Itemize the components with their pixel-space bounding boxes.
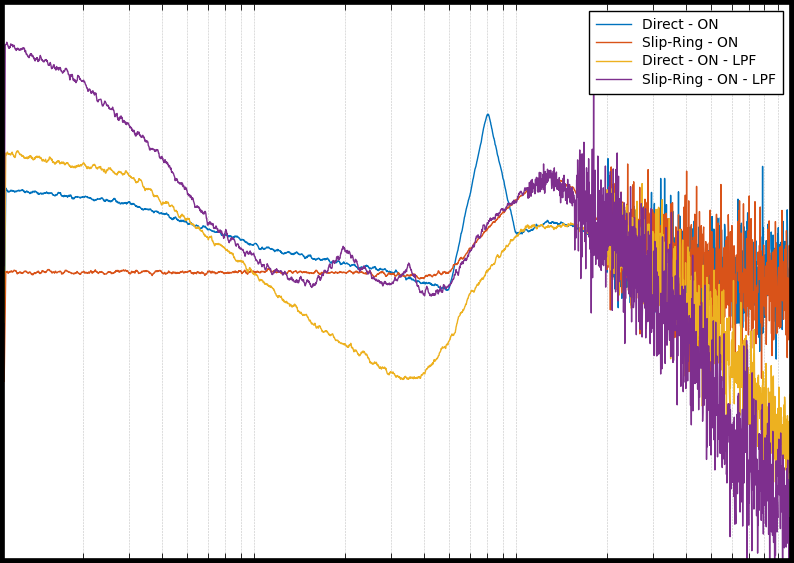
Slip-Ring - ON [301, 269, 310, 276]
Slip-Ring - ON - LPF [785, 528, 794, 535]
Slip-Ring - ON - LPF [301, 281, 310, 288]
Slip-Ring - ON - LPF [0, 262, 9, 269]
Slip-Ring - ON [770, 284, 780, 291]
Slip-Ring - ON [335, 269, 345, 275]
Direct - ON [335, 258, 345, 265]
Line: Slip-Ring - ON: Slip-Ring - ON [4, 164, 790, 381]
Slip-Ring - ON [136, 270, 145, 276]
Slip-Ring - ON - LPF [89, 91, 98, 97]
Slip-Ring - ON [785, 310, 794, 317]
Direct - ON [772, 356, 781, 363]
Direct - ON [89, 197, 98, 204]
Slip-Ring - ON - LPF [136, 132, 145, 139]
Slip-Ring - ON [685, 275, 695, 282]
Direct - ON [136, 204, 145, 211]
Line: Direct - ON: Direct - ON [4, 114, 790, 359]
Direct - ON - LPF [335, 339, 345, 346]
Direct - ON [483, 111, 492, 118]
Slip-Ring - ON - LPF [770, 530, 780, 537]
Slip-Ring - ON - LPF [685, 315, 695, 321]
Line: Direct - ON - LPF: Direct - ON - LPF [4, 151, 790, 489]
Direct - ON - LPF [136, 177, 145, 184]
Direct - ON - LPF [301, 311, 310, 318]
Direct - ON - LPF [89, 161, 98, 168]
Slip-Ring - ON [0, 378, 9, 385]
Direct - ON [301, 254, 310, 261]
Slip-Ring - ON [89, 268, 98, 275]
Direct - ON [770, 285, 780, 292]
Direct - ON [785, 278, 794, 284]
Direct - ON [685, 251, 695, 258]
Slip-Ring - ON - LPF [335, 255, 345, 262]
Slip-Ring - ON [623, 160, 633, 167]
Direct - ON - LPF [770, 455, 780, 462]
Line: Slip-Ring - ON - LPF: Slip-Ring - ON - LPF [4, 42, 790, 563]
Direct - ON - LPF [783, 485, 792, 492]
Direct - ON [0, 336, 9, 342]
Legend: Direct - ON, Slip-Ring - ON, Direct - ON - LPF, Slip-Ring - ON - LPF: Direct - ON, Slip-Ring - ON, Direct - ON… [589, 11, 783, 93]
Direct - ON - LPF [685, 281, 695, 288]
Direct - ON - LPF [13, 148, 22, 154]
Slip-Ring - ON - LPF [2, 39, 12, 46]
Direct - ON - LPF [785, 391, 794, 398]
Direct - ON - LPF [0, 319, 9, 325]
